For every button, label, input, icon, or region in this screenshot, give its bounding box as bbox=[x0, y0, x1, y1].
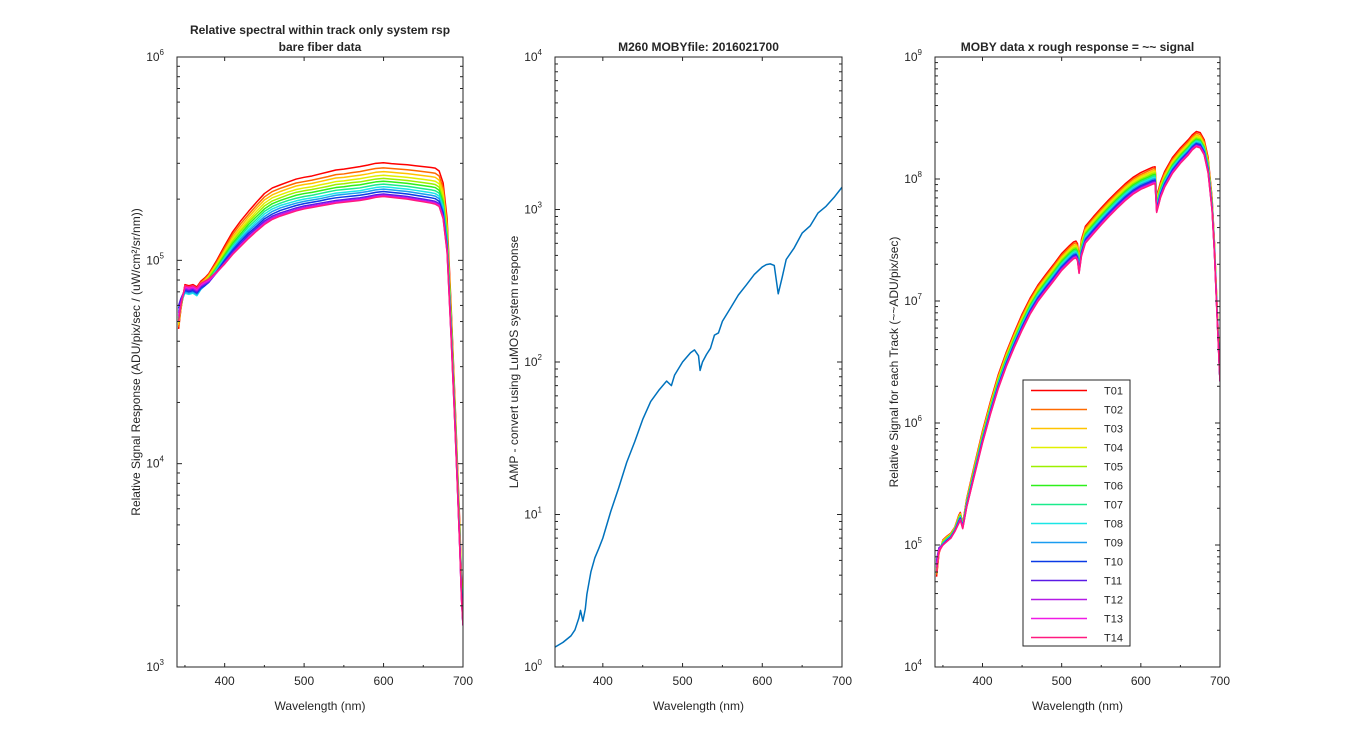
x-tick-label: 700 bbox=[1210, 674, 1230, 688]
series-line bbox=[555, 186, 842, 648]
y-tick-label: 105 bbox=[146, 251, 164, 267]
legend-entry: T12 bbox=[1104, 595, 1123, 607]
axes-box bbox=[176, 56, 464, 668]
series-group bbox=[177, 161, 463, 626]
legend-entry: T14 bbox=[1104, 633, 1123, 645]
series-group bbox=[935, 130, 1220, 577]
chart-title: Relative spectral within track only syst… bbox=[190, 23, 450, 37]
x-axis-label: Wavelength (nm) bbox=[1032, 699, 1123, 713]
legend-entry: T13 bbox=[1104, 614, 1123, 626]
y-tick-label: 103 bbox=[146, 658, 164, 674]
legend-entry: T05 bbox=[1104, 462, 1123, 474]
x-tick-label: 400 bbox=[215, 674, 235, 688]
series-group bbox=[555, 186, 842, 648]
y-axis-label: Relative Signal Response (ADU/pix/sec / … bbox=[129, 208, 143, 515]
y-tick-label: 100 bbox=[524, 658, 542, 674]
y-tick-label: 104 bbox=[524, 48, 542, 64]
legend-entry: T03 bbox=[1104, 424, 1123, 436]
chart-title: MOBY data x rough response = ~~ signal bbox=[961, 40, 1195, 54]
chart-title: M260 MOBYfile: 2016021700 bbox=[618, 40, 779, 54]
x-tick-label: 700 bbox=[453, 674, 473, 688]
y-axis-label: LAMP - convert using LuMOS system respon… bbox=[507, 235, 521, 488]
legend-entry: T08 bbox=[1104, 519, 1123, 531]
y-tick-label: 107 bbox=[904, 292, 922, 308]
y-tick-label: 108 bbox=[904, 170, 922, 186]
y-tick-label: 106 bbox=[146, 48, 164, 64]
x-tick-label: 600 bbox=[1131, 674, 1151, 688]
x-tick-label: 400 bbox=[593, 674, 613, 688]
x-tick-label: 600 bbox=[374, 674, 394, 688]
plot-area bbox=[177, 57, 463, 667]
panel-lamp-moby: 400 500 600 700 100 101 102 103 104 M260 MOBYfile… bbox=[507, 40, 852, 713]
series-line-t14 bbox=[935, 145, 1220, 573]
panel-moby-signal: 400 500 600 700 104 105 106 107 108 109 MOBY data … bbox=[887, 40, 1230, 713]
axes-box bbox=[934, 56, 1221, 668]
legend-entry: T01 bbox=[1104, 386, 1123, 398]
x-tick-label: 500 bbox=[673, 674, 693, 688]
legend: T01 T02 T03 T04 T05 T06 T07 T08 T09 T10 T11 T12 T13 T… bbox=[1022, 379, 1131, 647]
y-tick-label: 106 bbox=[904, 414, 922, 430]
legend-entry: T04 bbox=[1104, 443, 1123, 455]
y-tick-label: 105 bbox=[904, 536, 922, 552]
legend-entry: T09 bbox=[1104, 538, 1123, 550]
x-axis-label: Wavelength (nm) bbox=[653, 699, 744, 713]
panel-spectral-response: 400 500 600 700 103 104 105 106 Relative spectra… bbox=[129, 23, 473, 713]
y-axis-label: Relative Signal for each Track (~~ADU/pi… bbox=[887, 237, 901, 488]
y-tick-label: 104 bbox=[904, 658, 922, 674]
y-tick-label: 103 bbox=[524, 201, 542, 217]
x-tick-label: 500 bbox=[1052, 674, 1072, 688]
chart-title: bare fiber data bbox=[279, 40, 362, 54]
y-tick-label: 104 bbox=[146, 455, 164, 471]
x-tick-label: 400 bbox=[972, 674, 992, 688]
series-line-t14 bbox=[177, 195, 463, 626]
y-tick-label: 109 bbox=[904, 48, 922, 64]
legend-entry: T07 bbox=[1104, 500, 1123, 512]
y-tick-label: 101 bbox=[524, 506, 542, 522]
legend-entry: T11 bbox=[1104, 576, 1122, 588]
x-tick-label: 700 bbox=[832, 674, 852, 688]
legend-entry: T02 bbox=[1104, 405, 1123, 417]
y-tick-label: 102 bbox=[524, 353, 542, 369]
x-axis-label: Wavelength (nm) bbox=[275, 699, 366, 713]
legend-entry: T10 bbox=[1104, 557, 1123, 569]
x-tick-label: 500 bbox=[294, 674, 314, 688]
legend-box bbox=[1022, 379, 1131, 647]
x-tick-label: 600 bbox=[752, 674, 772, 688]
legend-entry: T06 bbox=[1104, 481, 1123, 493]
